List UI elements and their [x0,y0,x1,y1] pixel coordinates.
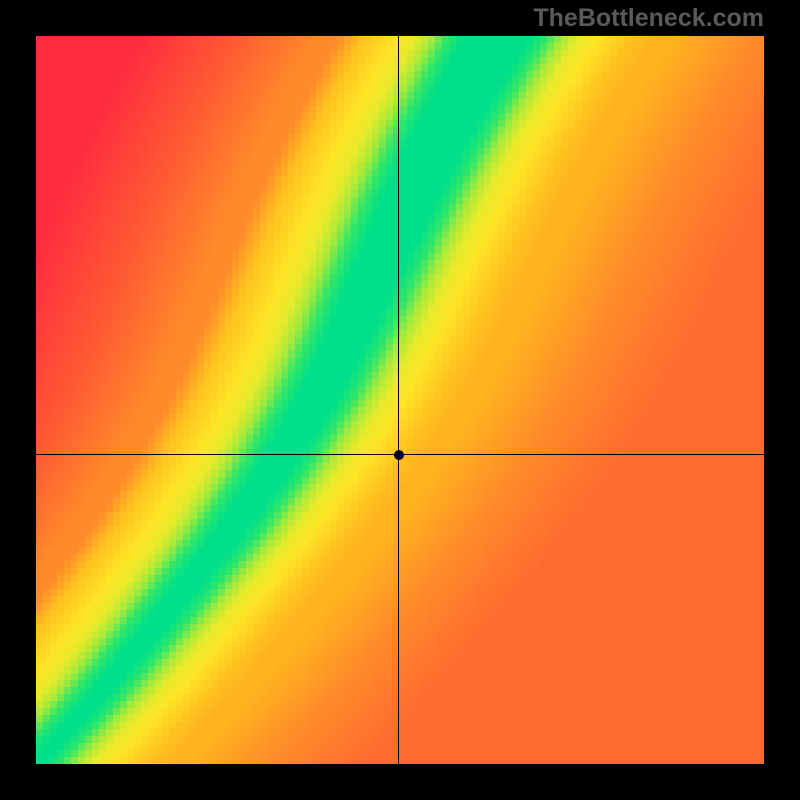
watermark-text: TheBottleneck.com [533,4,764,33]
bottleneck-heatmap [36,36,764,764]
crosshair-vertical [398,36,399,764]
crosshair-marker-dot [394,450,404,460]
